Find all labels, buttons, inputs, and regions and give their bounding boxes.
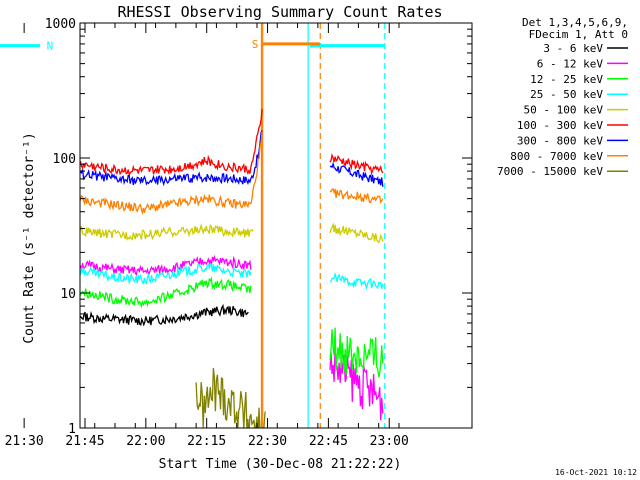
legend-label-800-7000kev: 800 - 7000 keV	[510, 150, 603, 163]
legend-label-7000-15000kev: 7000 - 15000 keV	[497, 165, 603, 178]
x-tick-label: 22:15	[187, 434, 226, 449]
x-tick-label: 21:30	[5, 434, 44, 449]
series-3-6kev	[80, 303, 249, 327]
legend-label-100-300kev: 100 - 300 keV	[517, 119, 603, 132]
series-12-25kev	[329, 327, 384, 378]
series-800-7000kev	[329, 188, 384, 204]
y-tick-label: 10	[60, 287, 76, 302]
series-300-800kev	[80, 130, 263, 187]
x-tick-label: 23:00	[370, 434, 409, 449]
series-100-300kev	[329, 152, 384, 176]
legend-label-300-800kev: 300 - 800 keV	[517, 134, 603, 147]
legend: Det 1,3,4,5,6,9,FDecim 1, Att 03 - 6 keV…	[497, 16, 628, 178]
series-layer	[80, 109, 384, 428]
legend-label-3-6kev: 3 - 6 keV	[543, 42, 603, 55]
x-axis: 21:30 21:45 22:00 22:15 22:30 22:45 23:00	[5, 23, 409, 449]
plot-frame	[79, 22, 473, 429]
y-tick-label: 100	[53, 152, 76, 167]
series-100-300kev	[80, 109, 263, 177]
series-300-800kev	[329, 161, 384, 187]
y-axis: 1 10 100 1000	[45, 17, 472, 437]
legend-label-25-50kev: 25 - 50 keV	[530, 88, 603, 101]
series-6-12kev	[329, 347, 384, 421]
series-25-50kev	[329, 271, 384, 291]
legend-label-6-12kev: 6 - 12 keV	[537, 57, 604, 70]
series-7000-15000kev	[195, 367, 266, 428]
y-axis-label: Count Rate (s⁻¹ detector⁻¹)	[22, 132, 37, 343]
series-50-100kev	[80, 222, 254, 241]
x-tick-label: 21:45	[65, 434, 104, 449]
legend-label-50-100kev: 50 - 100 keV	[524, 104, 604, 117]
markers-layer	[260, 23, 386, 428]
x-tick-label: 22:00	[126, 434, 165, 449]
legend-header: Det 1,3,4,5,6,9,	[522, 16, 628, 29]
series-800-7000kev	[80, 131, 263, 216]
flag-label-n: N	[47, 40, 54, 53]
series-12-25kev	[80, 276, 252, 309]
y-tick-label: 1	[68, 422, 76, 437]
series-25-50kev	[80, 263, 252, 286]
legend-label-12-25kev: 12 - 25 keV	[530, 73, 603, 86]
chart-title: RHESSI Observing Summary Count Rates	[117, 3, 442, 21]
x-axis-label: Start Time (30-Dec-08 21:22:22)	[159, 457, 402, 472]
series-6-12kev	[80, 254, 252, 278]
x-tick-label: 22:45	[309, 434, 348, 449]
flag-label-s: S	[252, 38, 259, 51]
legend-header: FDecim 1, Att 0	[529, 28, 628, 41]
series-50-100kev	[329, 222, 384, 244]
y-tick-label: 1000	[45, 17, 76, 32]
x-tick-label: 22:30	[248, 434, 287, 449]
date-stamp: 16-Oct-2021 10:12	[555, 468, 637, 477]
